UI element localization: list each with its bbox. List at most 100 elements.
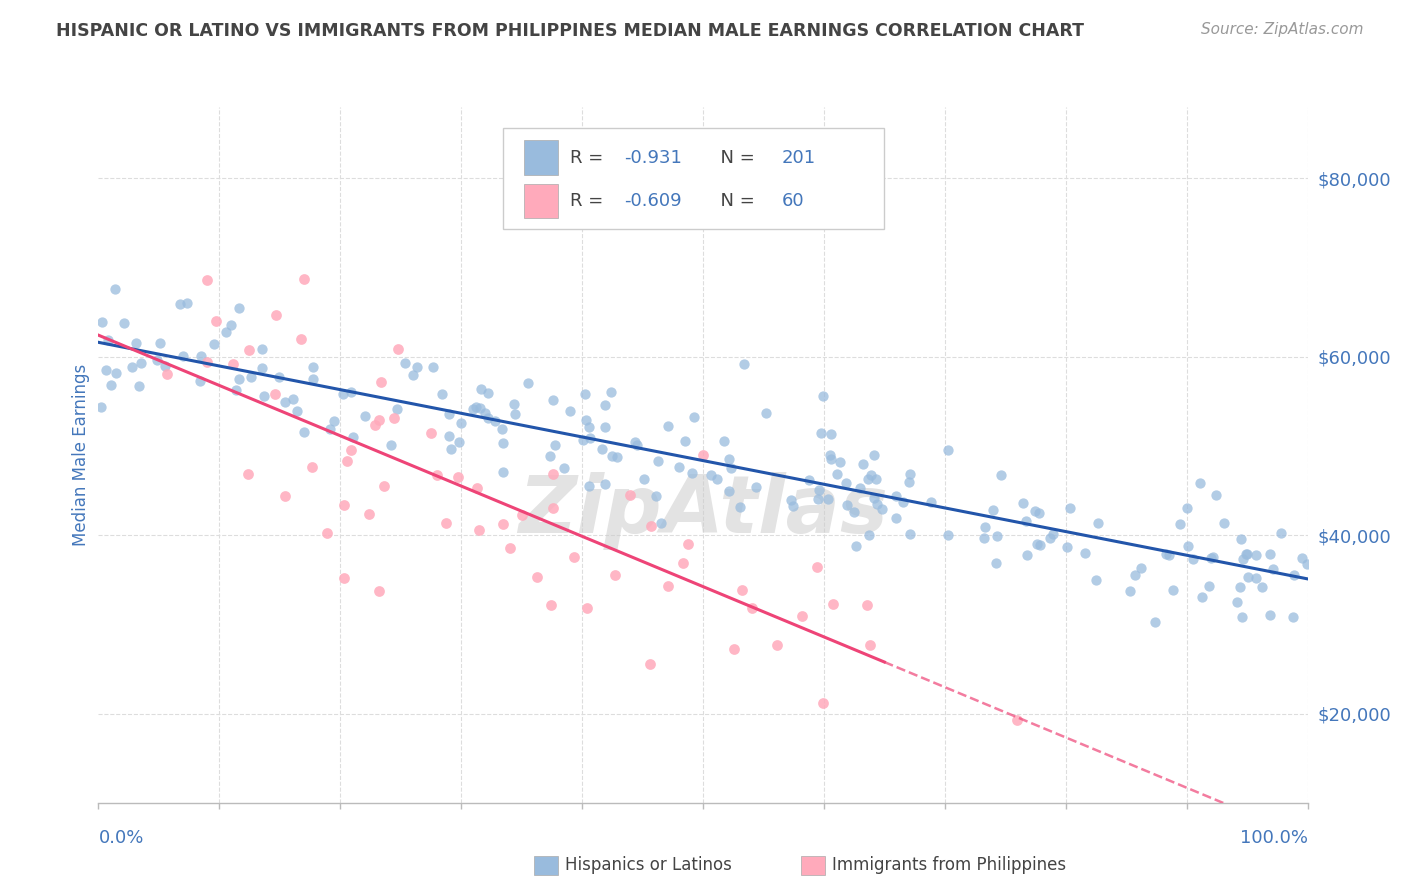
Point bbox=[859, 638, 882, 652]
Point bbox=[176, 295, 198, 310]
Point bbox=[484, 413, 506, 427]
Point bbox=[202, 336, 225, 351]
Point bbox=[681, 466, 703, 480]
Point bbox=[274, 489, 297, 503]
Point bbox=[1143, 615, 1166, 630]
Text: R =: R = bbox=[569, 192, 609, 210]
Point bbox=[292, 425, 315, 439]
Point bbox=[898, 467, 921, 481]
Point bbox=[228, 301, 250, 315]
Point bbox=[491, 422, 513, 436]
Point bbox=[1026, 537, 1049, 551]
Point bbox=[1244, 571, 1267, 585]
Point bbox=[713, 434, 735, 448]
Text: -0.931: -0.931 bbox=[624, 149, 682, 167]
Point bbox=[1236, 570, 1258, 584]
Point bbox=[560, 403, 582, 417]
Point bbox=[1258, 547, 1281, 561]
Point bbox=[891, 495, 914, 509]
Point bbox=[1161, 582, 1184, 597]
Point bbox=[619, 488, 641, 502]
Point bbox=[692, 449, 714, 463]
Point bbox=[647, 454, 669, 468]
Point bbox=[503, 407, 526, 421]
Point bbox=[499, 541, 522, 555]
Point bbox=[668, 460, 690, 475]
Point bbox=[384, 410, 406, 425]
Point bbox=[219, 318, 242, 332]
Point bbox=[342, 430, 364, 444]
Point bbox=[332, 387, 354, 401]
Point bbox=[645, 489, 668, 503]
Point bbox=[153, 359, 176, 373]
Point bbox=[981, 503, 1004, 517]
Point bbox=[1085, 573, 1108, 587]
Point bbox=[387, 342, 409, 356]
Point bbox=[1244, 548, 1267, 562]
Point bbox=[1175, 500, 1198, 515]
Point bbox=[700, 467, 723, 482]
Point bbox=[467, 481, 489, 495]
Text: ZipAtlas: ZipAtlas bbox=[517, 472, 889, 549]
Point bbox=[1157, 548, 1180, 562]
Point bbox=[1015, 514, 1038, 528]
Point bbox=[465, 400, 488, 414]
Point bbox=[936, 527, 959, 541]
Point bbox=[1229, 580, 1251, 594]
Point bbox=[264, 387, 287, 401]
Point bbox=[129, 356, 152, 370]
Point bbox=[385, 402, 408, 417]
Point bbox=[188, 374, 211, 388]
Point bbox=[236, 467, 259, 482]
Point bbox=[290, 332, 312, 346]
Point bbox=[112, 316, 135, 330]
Point bbox=[1056, 540, 1078, 554]
Point bbox=[250, 342, 273, 356]
Point bbox=[540, 598, 562, 612]
Point bbox=[603, 568, 626, 582]
Point bbox=[370, 375, 392, 389]
Point bbox=[1212, 516, 1234, 531]
Point bbox=[470, 382, 492, 396]
Point bbox=[538, 449, 561, 463]
Point bbox=[720, 461, 742, 475]
Point bbox=[394, 356, 416, 370]
Point bbox=[240, 370, 263, 384]
Point bbox=[502, 396, 524, 410]
Point bbox=[477, 385, 499, 400]
Point bbox=[745, 480, 768, 494]
Point bbox=[835, 476, 858, 491]
Point bbox=[849, 481, 872, 495]
Point bbox=[373, 479, 395, 493]
Point bbox=[319, 422, 342, 436]
Point bbox=[1087, 516, 1109, 530]
Point bbox=[1232, 552, 1254, 566]
Point bbox=[806, 560, 828, 574]
Point bbox=[301, 459, 323, 474]
Text: Hispanics or Latinos: Hispanics or Latinos bbox=[565, 856, 733, 874]
Text: -0.609: -0.609 bbox=[624, 192, 682, 210]
Point bbox=[578, 420, 600, 434]
Point bbox=[657, 418, 679, 433]
Point bbox=[285, 404, 308, 418]
Point bbox=[281, 392, 304, 407]
Point bbox=[938, 442, 960, 457]
Point bbox=[633, 472, 655, 486]
Point bbox=[1017, 548, 1039, 562]
Point bbox=[354, 409, 377, 423]
Point bbox=[128, 379, 150, 393]
Text: 201: 201 bbox=[782, 149, 815, 167]
Point bbox=[359, 507, 381, 521]
FancyBboxPatch shape bbox=[503, 128, 884, 229]
Point bbox=[1270, 525, 1292, 540]
Point bbox=[574, 386, 596, 401]
Point bbox=[339, 442, 361, 457]
Point bbox=[1130, 561, 1153, 575]
Point bbox=[97, 333, 120, 347]
Point bbox=[264, 308, 287, 322]
Point bbox=[1168, 517, 1191, 532]
Point bbox=[593, 477, 616, 491]
Point bbox=[430, 387, 453, 401]
Point bbox=[818, 448, 841, 462]
Point bbox=[228, 372, 250, 386]
